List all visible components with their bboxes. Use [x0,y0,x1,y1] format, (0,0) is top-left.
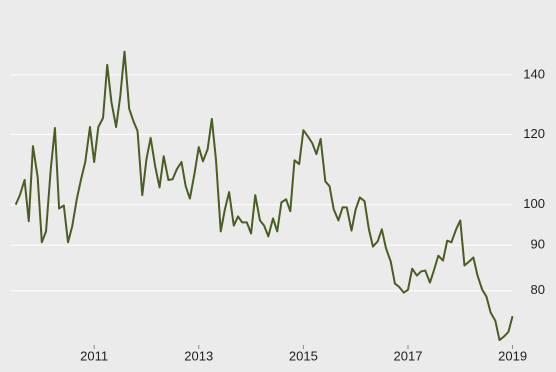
y-tick-label: 140 [523,66,545,81]
data-line [14,50,514,342]
y-tick-label: 90 [531,237,545,252]
y-tick-label: 80 [531,282,545,297]
x-tick-label: 2013 [184,348,213,363]
y-tick-label: 100 [523,196,545,211]
x-tick-label: 2019 [498,348,527,363]
x-tick-label: 2015 [289,348,318,363]
y-tick-label: 120 [523,126,545,141]
x-tick-label: 2011 [80,348,108,363]
x-tick-label: 2017 [394,348,423,363]
